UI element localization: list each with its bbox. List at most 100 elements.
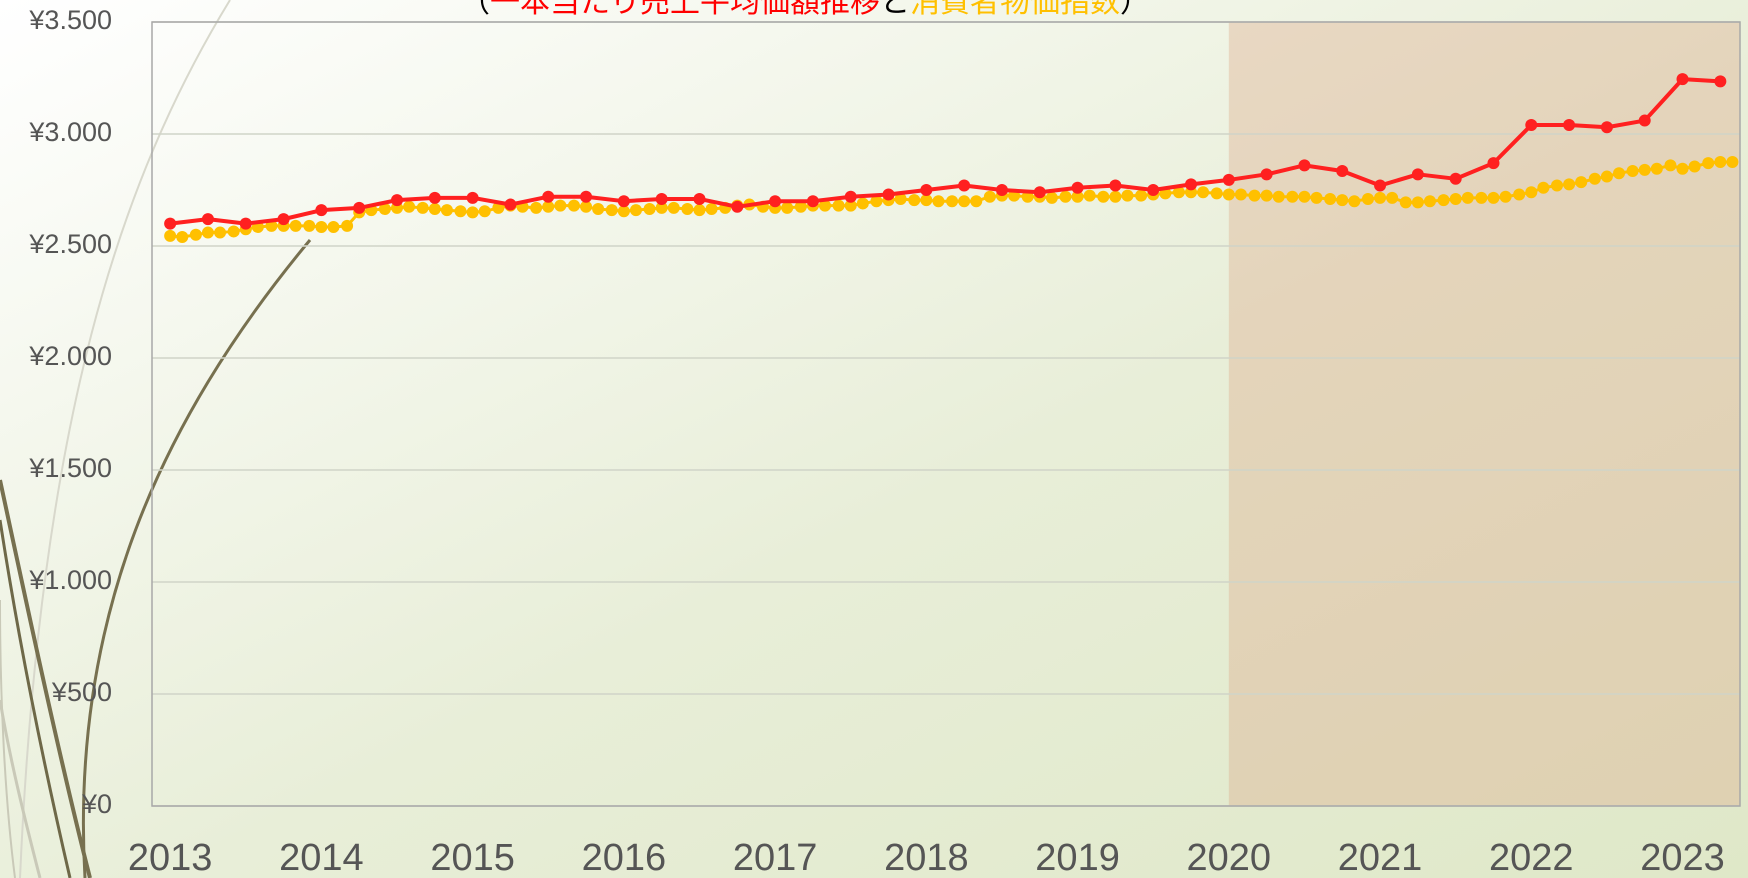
data-point <box>1575 176 1588 189</box>
x-tick-label: 2019 <box>1035 837 1120 878</box>
data-point <box>667 201 680 214</box>
data-point <box>693 192 706 205</box>
data-point <box>1411 196 1424 209</box>
curve <box>0 479 92 878</box>
y-tick-label: ¥3.000 <box>28 117 112 147</box>
data-point <box>403 200 416 213</box>
data-point <box>478 205 491 218</box>
data-point <box>164 229 177 242</box>
data-point <box>1688 160 1701 173</box>
data-point <box>1461 191 1474 204</box>
x-tick-label: 2013 <box>128 837 213 878</box>
data-point <box>1222 188 1235 201</box>
data-point <box>1298 190 1311 203</box>
x-tick-label: 2022 <box>1489 837 1574 878</box>
data-point <box>1563 119 1576 132</box>
data-point <box>882 188 895 201</box>
data-point <box>1423 195 1436 208</box>
data-point <box>341 219 354 232</box>
data-point <box>819 199 832 212</box>
data-point <box>605 204 618 217</box>
data-point <box>1033 186 1046 199</box>
data-point <box>870 195 883 208</box>
curve <box>0 519 72 878</box>
data-point <box>201 226 214 239</box>
data-point <box>1386 191 1399 204</box>
data-point <box>353 201 366 214</box>
data-point <box>164 217 177 230</box>
data-point <box>214 226 227 239</box>
data-point <box>731 200 744 213</box>
y-tick-label: ¥3.500 <box>28 5 112 35</box>
chart-title: （一本当たり売上平均価額推移と消費者物価指数） <box>460 0 1150 19</box>
data-point <box>176 231 189 244</box>
data-point <box>1197 186 1210 199</box>
data-point <box>1487 157 1500 170</box>
data-point <box>378 203 391 216</box>
data-point <box>832 199 845 212</box>
y-tick-label: ¥2.500 <box>28 229 112 259</box>
data-point <box>946 195 959 208</box>
data-point <box>391 194 404 207</box>
data-point <box>227 225 240 238</box>
data-point <box>1222 173 1235 186</box>
data-point <box>1286 190 1299 203</box>
data-point <box>806 195 819 208</box>
x-tick-label: 2017 <box>733 837 818 878</box>
y-tick-label: ¥500 <box>51 677 112 707</box>
data-point <box>1499 190 1512 203</box>
data-point <box>1513 188 1526 201</box>
data-point <box>1374 179 1387 192</box>
x-tick-label: 2016 <box>582 837 667 878</box>
data-point <box>781 201 794 214</box>
data-point <box>1551 179 1564 192</box>
plot-border <box>151 21 1741 807</box>
x-tick-label: 2018 <box>884 837 969 878</box>
curve <box>0 599 16 878</box>
data-point <box>970 195 983 208</box>
data-point <box>315 220 328 233</box>
data-point <box>1374 191 1387 204</box>
data-point <box>1210 187 1223 200</box>
data-point <box>466 206 479 219</box>
data-point <box>1185 178 1198 191</box>
highlight-region <box>1228 22 1740 806</box>
data-point <box>1475 191 1488 204</box>
data-point <box>466 191 479 204</box>
data-point <box>428 191 441 204</box>
data-point <box>567 199 580 212</box>
title-part: と <box>880 0 910 19</box>
data-point <box>542 190 555 203</box>
data-point <box>1664 159 1677 172</box>
data-point <box>1650 162 1663 175</box>
data-point <box>239 217 252 230</box>
data-point <box>201 213 214 226</box>
data-point <box>1324 192 1337 205</box>
data-point <box>592 203 605 216</box>
data-point <box>1147 184 1160 196</box>
data-point <box>1563 178 1576 191</box>
data-point <box>655 192 668 205</box>
data-point <box>1525 119 1538 132</box>
data-point <box>856 197 869 210</box>
data-point <box>1260 168 1273 181</box>
x-tick-label: 2023 <box>1640 837 1725 878</box>
title-part: 一本当たり売上平均価額推移 <box>490 0 880 19</box>
x-tick-label: 2014 <box>279 837 364 878</box>
data-point <box>542 200 555 213</box>
data-point <box>580 190 593 203</box>
data-point <box>1676 162 1689 175</box>
data-point <box>958 179 971 192</box>
data-point <box>1638 163 1651 176</box>
data-point <box>1600 170 1613 183</box>
data-point <box>769 195 782 208</box>
data-point <box>1021 190 1034 203</box>
data-point <box>617 205 630 218</box>
data-point <box>617 195 630 208</box>
title-part: ） <box>1120 0 1150 19</box>
data-point <box>1109 190 1122 203</box>
data-point <box>454 205 467 218</box>
data-point <box>440 204 453 217</box>
